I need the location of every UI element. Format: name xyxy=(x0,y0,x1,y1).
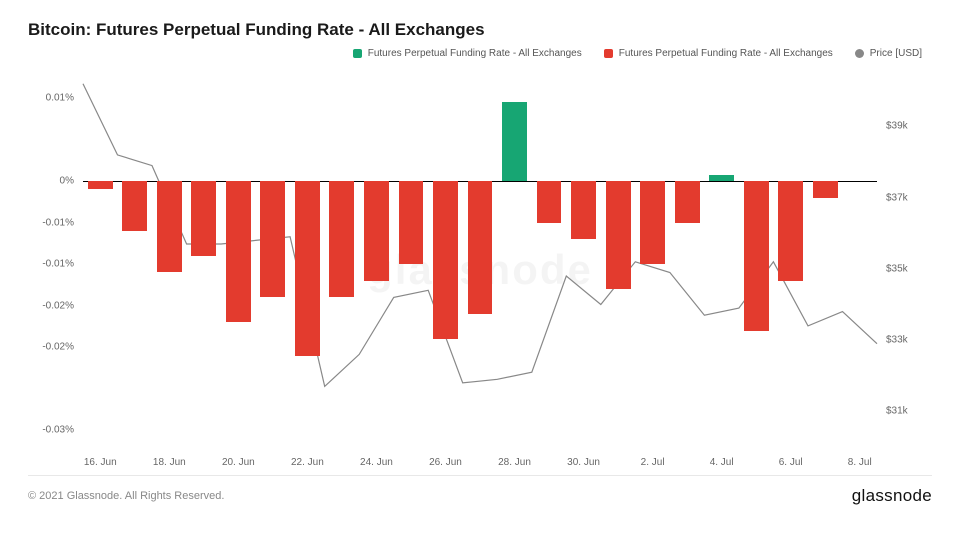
y-axis-right: $39k $37k $35k $33k $31k xyxy=(880,73,932,447)
x-tick: 4. Jul xyxy=(710,457,734,468)
y-right-tick: $35k xyxy=(886,263,908,274)
plot-region xyxy=(83,73,877,447)
legend-label-negative: Futures Perpetual Funding Rate - All Exc… xyxy=(619,48,833,59)
chart-area: glassnode 0.01%0%-0.01%-0.01%-0.02%-0.02… xyxy=(28,65,932,476)
x-tick: 6. Jul xyxy=(779,457,803,468)
footer: © 2021 Glassnode. All Rights Reserved. g… xyxy=(28,486,932,506)
x-tick: 20. Jun xyxy=(222,457,255,468)
bar-positive xyxy=(709,175,734,181)
x-tick: 2. Jul xyxy=(641,457,665,468)
bar-positive xyxy=(502,102,527,181)
bar-negative xyxy=(813,181,838,198)
y-axis-left: 0.01% 0% -0.01% -0.01% -0.02% -0.02% -0.03% xyxy=(28,73,80,447)
y-left-tick: -0.01% xyxy=(42,217,74,228)
bar-negative xyxy=(88,181,113,189)
legend-swatch-negative xyxy=(604,49,613,58)
y-left-tick: 0.01% xyxy=(46,92,74,103)
bar-negative xyxy=(571,181,596,239)
bar-negative xyxy=(675,181,700,223)
y-left-tick: -0.02% xyxy=(42,342,74,353)
y-right-tick: $31k xyxy=(886,406,908,417)
bar-negative xyxy=(329,181,354,297)
x-tick: 28. Jun xyxy=(498,457,531,468)
y-right-tick: $39k xyxy=(886,121,908,132)
bar-negative xyxy=(399,181,424,264)
legend: Futures Perpetual Funding Rate - All Exc… xyxy=(28,48,932,59)
chart-title: Bitcoin: Futures Perpetual Funding Rate … xyxy=(28,20,932,40)
legend-label-positive: Futures Perpetual Funding Rate - All Exc… xyxy=(368,48,582,59)
brand-logo: glassnode xyxy=(852,486,932,506)
bar-negative xyxy=(778,181,803,281)
y-left-tick: -0.03% xyxy=(42,425,74,436)
y-left-tick: 0% xyxy=(60,176,74,187)
bar-negative xyxy=(364,181,389,281)
legend-item-price: Price [USD] xyxy=(855,48,922,59)
x-tick: 24. Jun xyxy=(360,457,393,468)
y-right-tick: $37k xyxy=(886,192,908,203)
y-left-tick: -0.02% xyxy=(42,300,74,311)
bar-negative xyxy=(226,181,251,322)
legend-item-positive: Futures Perpetual Funding Rate - All Exc… xyxy=(353,48,582,59)
bar-negative xyxy=(433,181,458,339)
bar-negative xyxy=(191,181,216,256)
bar-negative xyxy=(157,181,182,272)
bar-negative xyxy=(606,181,631,289)
bar-negative xyxy=(295,181,320,356)
x-tick: 18. Jun xyxy=(153,457,186,468)
y-left-tick: -0.01% xyxy=(42,259,74,270)
bar-negative xyxy=(640,181,665,264)
bar-negative xyxy=(744,181,769,331)
x-tick: 26. Jun xyxy=(429,457,462,468)
x-tick: 16. Jun xyxy=(84,457,117,468)
page: Bitcoin: Futures Perpetual Funding Rate … xyxy=(0,0,960,540)
bar-negative xyxy=(260,181,285,297)
x-tick: 8. Jul xyxy=(848,457,872,468)
bar-negative xyxy=(468,181,493,314)
x-tick: 22. Jun xyxy=(291,457,324,468)
x-axis: 16. Jun 18. Jun 20. Jun 22. Jun 24. Jun 26. J… xyxy=(83,453,877,475)
copyright: © 2021 Glassnode. All Rights Reserved. xyxy=(28,490,224,502)
legend-swatch-price xyxy=(855,49,864,58)
legend-label-price: Price [USD] xyxy=(870,48,922,59)
x-tick: 30. Jun xyxy=(567,457,600,468)
bar-negative xyxy=(122,181,147,231)
bar-negative xyxy=(537,181,562,223)
y-right-tick: $33k xyxy=(886,335,908,346)
legend-swatch-positive xyxy=(353,49,362,58)
legend-item-negative: Futures Perpetual Funding Rate - All Exc… xyxy=(604,48,833,59)
